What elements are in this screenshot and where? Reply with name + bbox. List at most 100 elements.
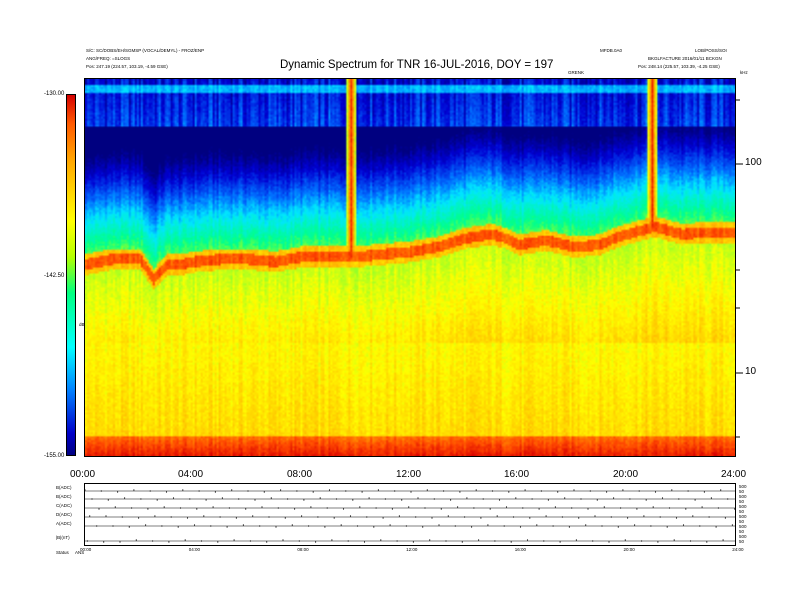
- lower-row-point: [417, 497, 419, 499]
- lower-row-point: [182, 489, 184, 491]
- lower-row-point: [172, 497, 175, 499]
- header-background-info: BKGLFACTURE 2016/01/11 BCKGN: [648, 56, 722, 61]
- lower-row-point: [473, 507, 475, 509]
- lower-row-point: [415, 516, 417, 518]
- lower-row-point: [89, 515, 91, 517]
- lower-row-point: [112, 525, 114, 527]
- lower-row-point: [575, 539, 577, 541]
- lower-row-point: [85, 489, 86, 491]
- lower-row-point: [163, 506, 165, 508]
- lower-right-scale-label: 500: [739, 524, 747, 529]
- lower-row-point: [450, 499, 452, 501]
- x-tick-label-0: 00:00: [70, 469, 96, 480]
- lower-row-point: [270, 497, 272, 499]
- lower-row-point: [431, 517, 433, 519]
- lower-row-point: [405, 525, 407, 527]
- y-tick-label-100: 100: [745, 157, 762, 168]
- lower-row-point: [654, 491, 657, 493]
- x-tick-label-24: 24:00: [721, 469, 747, 480]
- lower-row-point: [722, 539, 724, 541]
- x-tick-label-8: 08:00: [287, 469, 313, 480]
- lower-row-point: [494, 540, 496, 542]
- lower-row-point: [252, 515, 254, 517]
- lower-row-point: [601, 525, 603, 527]
- lower-row-point: [554, 506, 556, 508]
- lower-row-point: [140, 498, 142, 500]
- lower-row-point: [482, 498, 484, 500]
- y-unit-label: kHz: [740, 70, 748, 75]
- lower-row-point: [261, 506, 263, 508]
- lower-row-point: [347, 540, 349, 542]
- lower-row-point: [666, 526, 668, 528]
- header-right-id: LOB/POSS/SOI: [695, 48, 727, 53]
- lower-row-point: [496, 515, 498, 517]
- lower-row-point: [154, 515, 156, 517]
- lower-row-point: [671, 489, 673, 491]
- lower-row-point: [310, 506, 312, 508]
- lower-row-point: [547, 499, 549, 501]
- lower-row-point: [454, 525, 456, 527]
- lower-row-point: [373, 526, 375, 528]
- lower-row-point: [291, 524, 293, 526]
- y-axis: [736, 99, 743, 438]
- lower-row-point: [345, 490, 347, 492]
- lower-row-point: [394, 490, 396, 492]
- lower-row-point: [324, 526, 326, 528]
- lower-row-point: [312, 491, 314, 493]
- lower-row-point: [443, 490, 445, 492]
- lower-row-point: [149, 490, 151, 492]
- lower-row-point: [540, 490, 542, 492]
- lower-row-point: [391, 508, 393, 510]
- lower-right-scale-label: 500: [739, 494, 747, 499]
- lower-row-point: [731, 524, 734, 526]
- lower-row-point: [596, 499, 598, 501]
- lower-row-point: [587, 508, 589, 510]
- lower-row-point: [189, 498, 191, 500]
- lower-row-point: [363, 541, 366, 543]
- lower-row-point: [319, 497, 321, 499]
- lower-row-point: [508, 491, 510, 493]
- lower-row-point: [156, 499, 158, 501]
- lower-row-point: [594, 515, 596, 517]
- lower-row-point: [641, 540, 643, 542]
- lower-row-point: [315, 541, 317, 543]
- lower-row-point: [643, 515, 645, 517]
- lower-row-point: [138, 517, 140, 519]
- lower-row-point: [703, 491, 706, 493]
- lower-row-point: [617, 526, 619, 528]
- lower-right-scale-label: 50: [739, 519, 745, 524]
- lower-row-point: [571, 507, 573, 509]
- lower-row-point: [219, 516, 221, 518]
- lower-row-point: [512, 516, 515, 518]
- lower-row-point: [715, 526, 717, 528]
- lower-row-point: [675, 517, 678, 519]
- lower-row-point: [608, 541, 610, 543]
- lower-row-point: [119, 541, 121, 543]
- lower-row-point: [461, 541, 463, 543]
- lower-row-point: [580, 498, 582, 500]
- lower-right-scale-label: 50: [739, 539, 745, 544]
- colorbar-mid-label: -142.50: [44, 273, 65, 279]
- lower-row-point: [105, 515, 107, 517]
- colorbar: [66, 94, 76, 456]
- lower-row-point: [668, 507, 671, 509]
- lower-row-point: [645, 499, 647, 501]
- lower-row-point: [152, 540, 154, 542]
- lower-row-point: [578, 517, 580, 519]
- lower-row-point: [98, 508, 100, 510]
- lower-row-point: [410, 491, 412, 493]
- lower-row-point: [447, 515, 449, 517]
- lower-row-point: [233, 539, 235, 541]
- header-spacecraft-info: S/C: SC/DOBS/EH/SGMSP (VOCAL/DEMYL) - FR…: [86, 48, 205, 53]
- lower-row-point: [561, 516, 563, 518]
- lower-row-point: [564, 497, 566, 499]
- lower-row-point: [689, 540, 692, 542]
- chart-title: Dynamic Spectrum for TNR 16-JUL-2016, DO…: [280, 59, 554, 71]
- lower-row-point: [606, 491, 608, 493]
- lower-row-point: [589, 490, 591, 492]
- lower-right-scale-label: 500: [739, 484, 747, 489]
- lower-row-label: D(ADC): [56, 512, 72, 517]
- lower-row-point: [335, 498, 338, 500]
- lower-row-point: [308, 525, 310, 527]
- lower-row-point: [124, 497, 126, 499]
